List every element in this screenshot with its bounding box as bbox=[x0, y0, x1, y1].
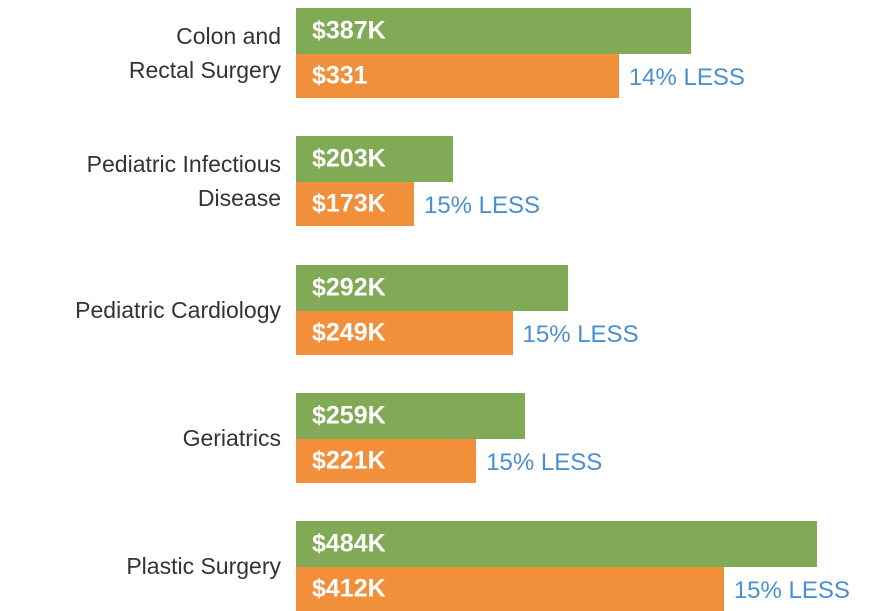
category-label: Colon and Rectal Surgery bbox=[128, 23, 281, 83]
value-label: $221K bbox=[312, 446, 386, 475]
category-label: Pediatric Infectious Disease bbox=[86, 151, 281, 212]
value-label: $173K bbox=[312, 189, 386, 218]
bar bbox=[296, 567, 724, 611]
bar bbox=[296, 182, 414, 227]
value-label: $249K bbox=[312, 318, 386, 347]
category-label: Geriatrics bbox=[182, 424, 281, 451]
bar bbox=[296, 310, 513, 355]
bar bbox=[296, 264, 569, 311]
value-label: $484K bbox=[312, 529, 386, 558]
annotation: 14% LESS bbox=[628, 64, 745, 91]
value-label: $412K bbox=[312, 574, 386, 603]
bar bbox=[296, 438, 477, 483]
value-label: $331 bbox=[312, 61, 368, 90]
bar bbox=[296, 136, 453, 183]
bar bbox=[296, 392, 526, 439]
annotation: 15% LESS bbox=[423, 192, 541, 220]
bar bbox=[296, 521, 818, 568]
annotation: 15% LESS bbox=[486, 448, 603, 476]
value-label: $259K bbox=[312, 401, 386, 430]
annotation: 15% LESS bbox=[522, 320, 639, 348]
value-label: $292K bbox=[312, 273, 386, 302]
category-label: Plastic Surgery bbox=[126, 553, 281, 580]
bar bbox=[296, 8, 692, 54]
category-label: Pediatric Cardiology bbox=[75, 296, 281, 323]
bar bbox=[296, 54, 619, 98]
value-label: $203K bbox=[312, 144, 386, 173]
value-label: $387K bbox=[312, 16, 386, 45]
annotation: 15% LESS bbox=[733, 577, 850, 605]
